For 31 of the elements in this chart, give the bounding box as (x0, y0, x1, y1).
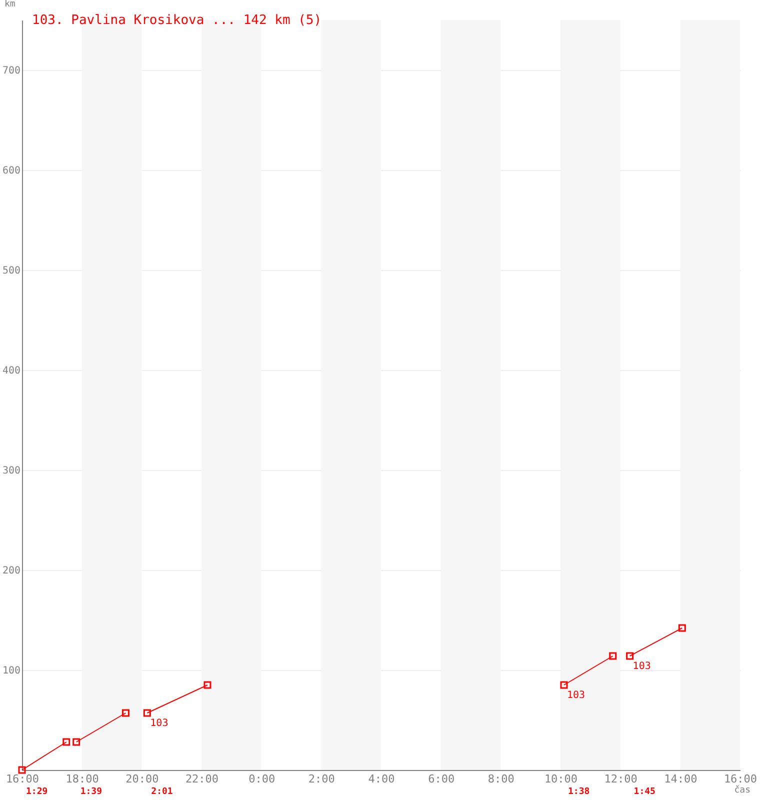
x-tick-label: 12:00 (604, 772, 638, 786)
y-tick-label: 300 (2, 466, 20, 476)
x-tick-label: 22:00 (185, 772, 219, 786)
annotation: 103 (632, 661, 651, 672)
y-tick-label: 200 (2, 566, 20, 576)
chart-title: 103. Pavlina Krosikova ... 142 km (5) (32, 13, 322, 28)
annotation: 103 (150, 718, 168, 729)
y-axis-title: km (4, 0, 16, 10)
x-axis-title: čas (734, 784, 750, 796)
x-tick-label: 14:00 (664, 772, 698, 786)
x-tick-label: 18:00 (66, 772, 99, 786)
text: 2:01 (151, 787, 173, 797)
x-tick-label: 2:00 (308, 772, 335, 786)
y-tick-label: 700 (2, 66, 20, 76)
text: 1:39 (80, 787, 102, 797)
text: 1:29 (26, 787, 48, 797)
x-tick-label: 4:00 (368, 772, 395, 786)
y-tick-label: 600 (2, 166, 20, 176)
text: 1:38 (568, 787, 590, 797)
y-tick-label: 100 (2, 666, 20, 676)
text: 1:45 (634, 787, 656, 797)
x-tick-label: 10:00 (544, 772, 578, 786)
y-tick-label: 500 (2, 266, 20, 276)
y-tick-label: 400 (2, 366, 20, 376)
annotation: 103 (566, 690, 586, 701)
x-tick-label: 16:00 (724, 772, 758, 786)
x-tick-label: 0:00 (248, 772, 276, 786)
x-tick-label: 16:00 (6, 772, 40, 786)
x-tick-label: 20:00 (126, 772, 159, 786)
x-tick-label: 8:00 (488, 772, 514, 786)
x-tick-label: 6:00 (428, 772, 455, 786)
